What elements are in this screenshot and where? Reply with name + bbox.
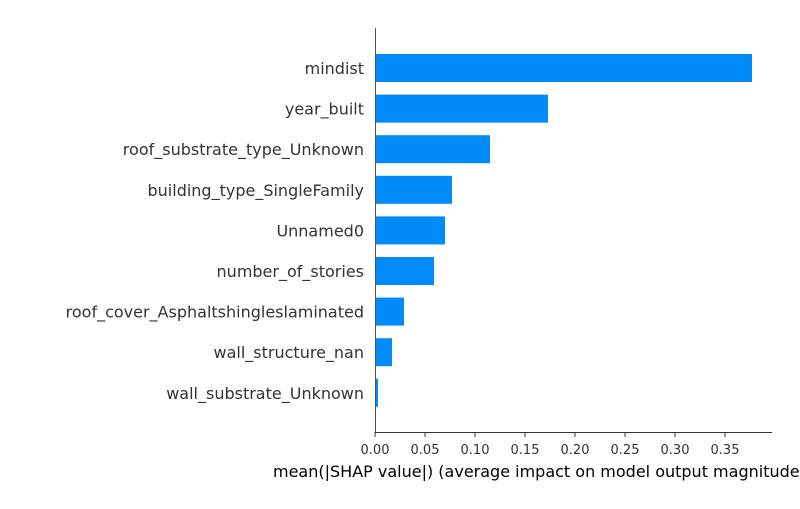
x-tick-label: 0.15 — [511, 443, 540, 458]
category-label: year_built — [285, 100, 364, 120]
category-label: wall_structure_nan — [214, 343, 364, 363]
x-tick-label: 0.10 — [461, 443, 490, 458]
x-tick-label: 0.20 — [561, 443, 590, 458]
category-labels: mindist year_built roof_substrate_type_Unk… — [66, 59, 364, 404]
x-tick-label: 0.30 — [661, 443, 690, 458]
category-label: mindist — [305, 59, 364, 78]
bar-wall_structure_nan — [375, 338, 392, 367]
x-tick-label: 0.35 — [711, 443, 740, 458]
x-tick-label: 0.00 — [361, 443, 390, 458]
bar-roof_cover_Asphaltshingleslaminated — [375, 297, 404, 326]
category-label: roof_substrate_type_Unknown — [123, 140, 364, 160]
category-label: building_type_SingleFamily — [148, 181, 365, 201]
bar-roof_substrate_type_Unknown — [375, 135, 490, 164]
category-label: wall_substrate_Unknown — [166, 384, 364, 404]
x-axis-title: mean(|SHAP value|) (average impact on mo… — [273, 462, 800, 481]
bar-building_type_SingleFamily — [375, 175, 452, 204]
x-tick-label: 0.25 — [611, 443, 640, 458]
category-label: Unnamed0 — [276, 221, 364, 240]
category-label: number_of_stories — [217, 262, 364, 282]
x-axis-ticks: 0.00 0.05 0.10 0.15 0.20 0.25 0.30 0.35 — [361, 432, 740, 458]
category-label: roof_cover_Asphaltshingleslaminated — [66, 303, 364, 323]
bar-year_built — [375, 94, 548, 123]
bar-wall_substrate_Unknown — [375, 378, 378, 407]
bar-mindist — [375, 54, 752, 82]
bar-Unnamed0 — [375, 216, 445, 245]
bar-number_of_stories — [375, 257, 434, 285]
x-tick-label: 0.05 — [411, 443, 440, 458]
bars — [375, 54, 752, 407]
